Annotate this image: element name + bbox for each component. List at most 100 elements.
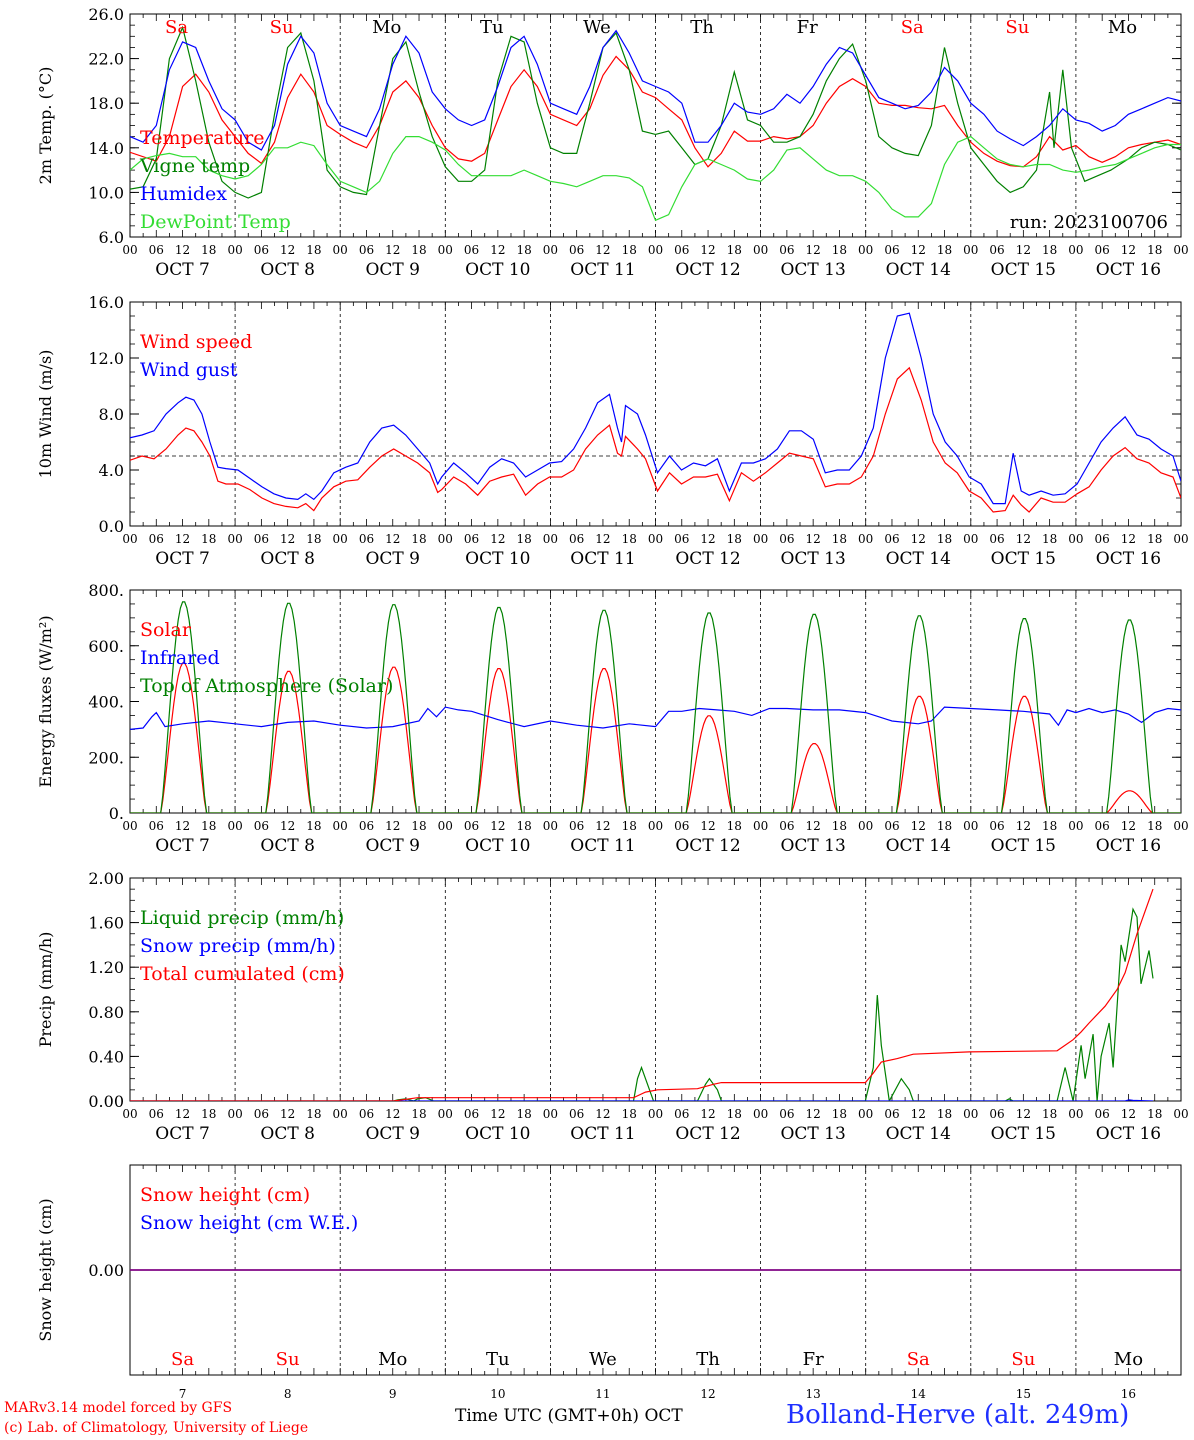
y-tick-label: 0.	[109, 804, 124, 823]
hour-tick-label: 06	[674, 532, 689, 546]
hour-tick-label: 06	[149, 243, 164, 257]
hour-tick-label: 00	[858, 819, 873, 833]
hour-tick-label: 06	[464, 819, 479, 833]
hour-tick-label: 06	[359, 532, 374, 546]
y-tick-label: 4.0	[99, 461, 124, 480]
hour-tick-label: 00	[122, 1107, 137, 1121]
weekday-label-top: Sa	[901, 17, 924, 38]
series-line-dewpoint-temp	[130, 135, 1181, 222]
hour-tick-label: 06	[779, 243, 794, 257]
y-tick-label: 0.00	[88, 1092, 124, 1111]
hour-tick-label: 18	[516, 532, 531, 546]
hour-tick-label: 18	[516, 819, 531, 833]
series-line-top-of-atmosphere-solar-	[130, 601, 1181, 813]
legend-entry: Wind gust	[140, 359, 238, 381]
date-label: OCT 13	[780, 1124, 845, 1144]
panel-wind: 0.0 4.0 8.0 12.0 16.0 10m Wind (m/s) 00 06 12 18 O…	[36, 293, 1189, 569]
hour-tick-label: 00	[1173, 1107, 1188, 1121]
date-label: OCT 15	[991, 1124, 1056, 1144]
legend-entry: Infrared	[140, 647, 220, 669]
weekday-label-bottom: Tu	[486, 1349, 510, 1370]
date-label: OCT 11	[570, 1124, 635, 1144]
hour-tick-label: 00	[963, 532, 978, 546]
hour-tick-label: 00	[1068, 1107, 1083, 1121]
hour-tick-label: 18	[937, 819, 952, 833]
date-label: OCT 8	[260, 260, 315, 280]
hour-tick-label: 12	[1016, 819, 1031, 833]
date-label: OCT 12	[675, 1124, 740, 1144]
legend-entry: Humidex	[140, 183, 227, 205]
y-tick-label: 0.0	[99, 517, 124, 536]
hour-tick-label: 06	[569, 1107, 584, 1121]
hour-tick-label: 06	[1095, 532, 1110, 546]
hour-tick-label: 06	[359, 1107, 374, 1121]
date-label: OCT 15	[991, 260, 1056, 280]
hour-tick-label: 12	[175, 243, 190, 257]
hour-tick-label: 18	[727, 532, 742, 546]
hour-tick-label: 18	[622, 243, 637, 257]
hour-tick-label: 12	[280, 819, 295, 833]
hour-tick-label: 00	[227, 819, 242, 833]
hour-tick-label: 00	[1068, 243, 1083, 257]
y-tick-label: 1.20	[88, 958, 124, 977]
hour-tick-label: 18	[1147, 819, 1162, 833]
panel-precip: 0.00 0.40 0.80 1.20 1.60 2.00 Precip (mm/h) 00 0…	[36, 869, 1189, 1144]
weekday-label-bottom: Fr	[803, 1349, 824, 1370]
hour-tick-label: 06	[989, 532, 1004, 546]
y-tick-label: 18.0	[88, 94, 124, 113]
hour-tick-label: 12	[911, 819, 926, 833]
date-label: OCT 12	[675, 836, 740, 856]
hour-tick-label: 00	[543, 819, 558, 833]
hour-tick-label: 12	[806, 1107, 821, 1121]
series-line-liquid-precip-mm-h-	[130, 907, 1154, 1101]
weekday-label-bottom: We	[589, 1349, 617, 1370]
date-label: OCT 16	[1096, 836, 1161, 856]
weekday-label-top: Sa	[165, 17, 188, 38]
date-label: OCT 13	[780, 260, 845, 280]
run-label: run: 2023100706	[1010, 212, 1168, 233]
hour-tick-label: 00	[543, 532, 558, 546]
hour-tick-label: 06	[149, 532, 164, 546]
weekday-label-bottom: Su	[1011, 1349, 1035, 1370]
date-label: OCT 15	[991, 836, 1056, 856]
hour-tick-label: 12	[175, 819, 190, 833]
weekday-label-top: Th	[690, 17, 714, 38]
series-line-humidex	[130, 29, 1181, 151]
day-number-label: 13	[806, 1387, 821, 1401]
hour-tick-label: 06	[884, 819, 899, 833]
hour-tick-label: 00	[858, 243, 873, 257]
hour-tick-label: 06	[1095, 1107, 1110, 1121]
y-tick-label: 10.0	[88, 183, 124, 202]
hour-tick-label: 06	[569, 532, 584, 546]
day-number-label: 15	[1016, 1387, 1031, 1401]
date-label: OCT 11	[570, 836, 635, 856]
y-tick-label: 0.40	[88, 1047, 124, 1066]
hour-tick-label: 18	[306, 1107, 321, 1121]
hour-tick-label: 18	[1147, 243, 1162, 257]
hour-tick-label: 00	[543, 1107, 558, 1121]
hour-tick-label: 18	[1042, 1107, 1057, 1121]
hour-tick-label: 00	[753, 532, 768, 546]
hour-tick-label: 18	[306, 532, 321, 546]
day-number-label: 11	[595, 1387, 610, 1401]
hour-tick-label: 00	[438, 243, 453, 257]
hour-tick-label: 12	[700, 819, 715, 833]
hour-tick-label: 00	[1173, 243, 1188, 257]
hour-tick-label: 18	[937, 1107, 952, 1121]
date-label: OCT 10	[465, 260, 530, 280]
hour-tick-label: 06	[149, 819, 164, 833]
date-label: OCT 16	[1096, 549, 1161, 569]
hour-tick-label: 06	[989, 1107, 1004, 1121]
weekday-label-bottom: Su	[276, 1349, 300, 1370]
model-credit: MARv3.14 model forced by GFS	[4, 1400, 233, 1416]
hour-tick-label: 12	[595, 532, 610, 546]
date-label: OCT 8	[260, 1124, 315, 1144]
hour-tick-label: 06	[674, 819, 689, 833]
hour-tick-label: 12	[806, 243, 821, 257]
date-label: OCT 11	[570, 260, 635, 280]
weekday-label-bottom: Sa	[171, 1349, 194, 1370]
hour-tick-label: 00	[963, 1107, 978, 1121]
hour-tick-label: 06	[989, 819, 1004, 833]
date-label: OCT 16	[1096, 1124, 1161, 1144]
hour-tick-label: 06	[254, 819, 269, 833]
